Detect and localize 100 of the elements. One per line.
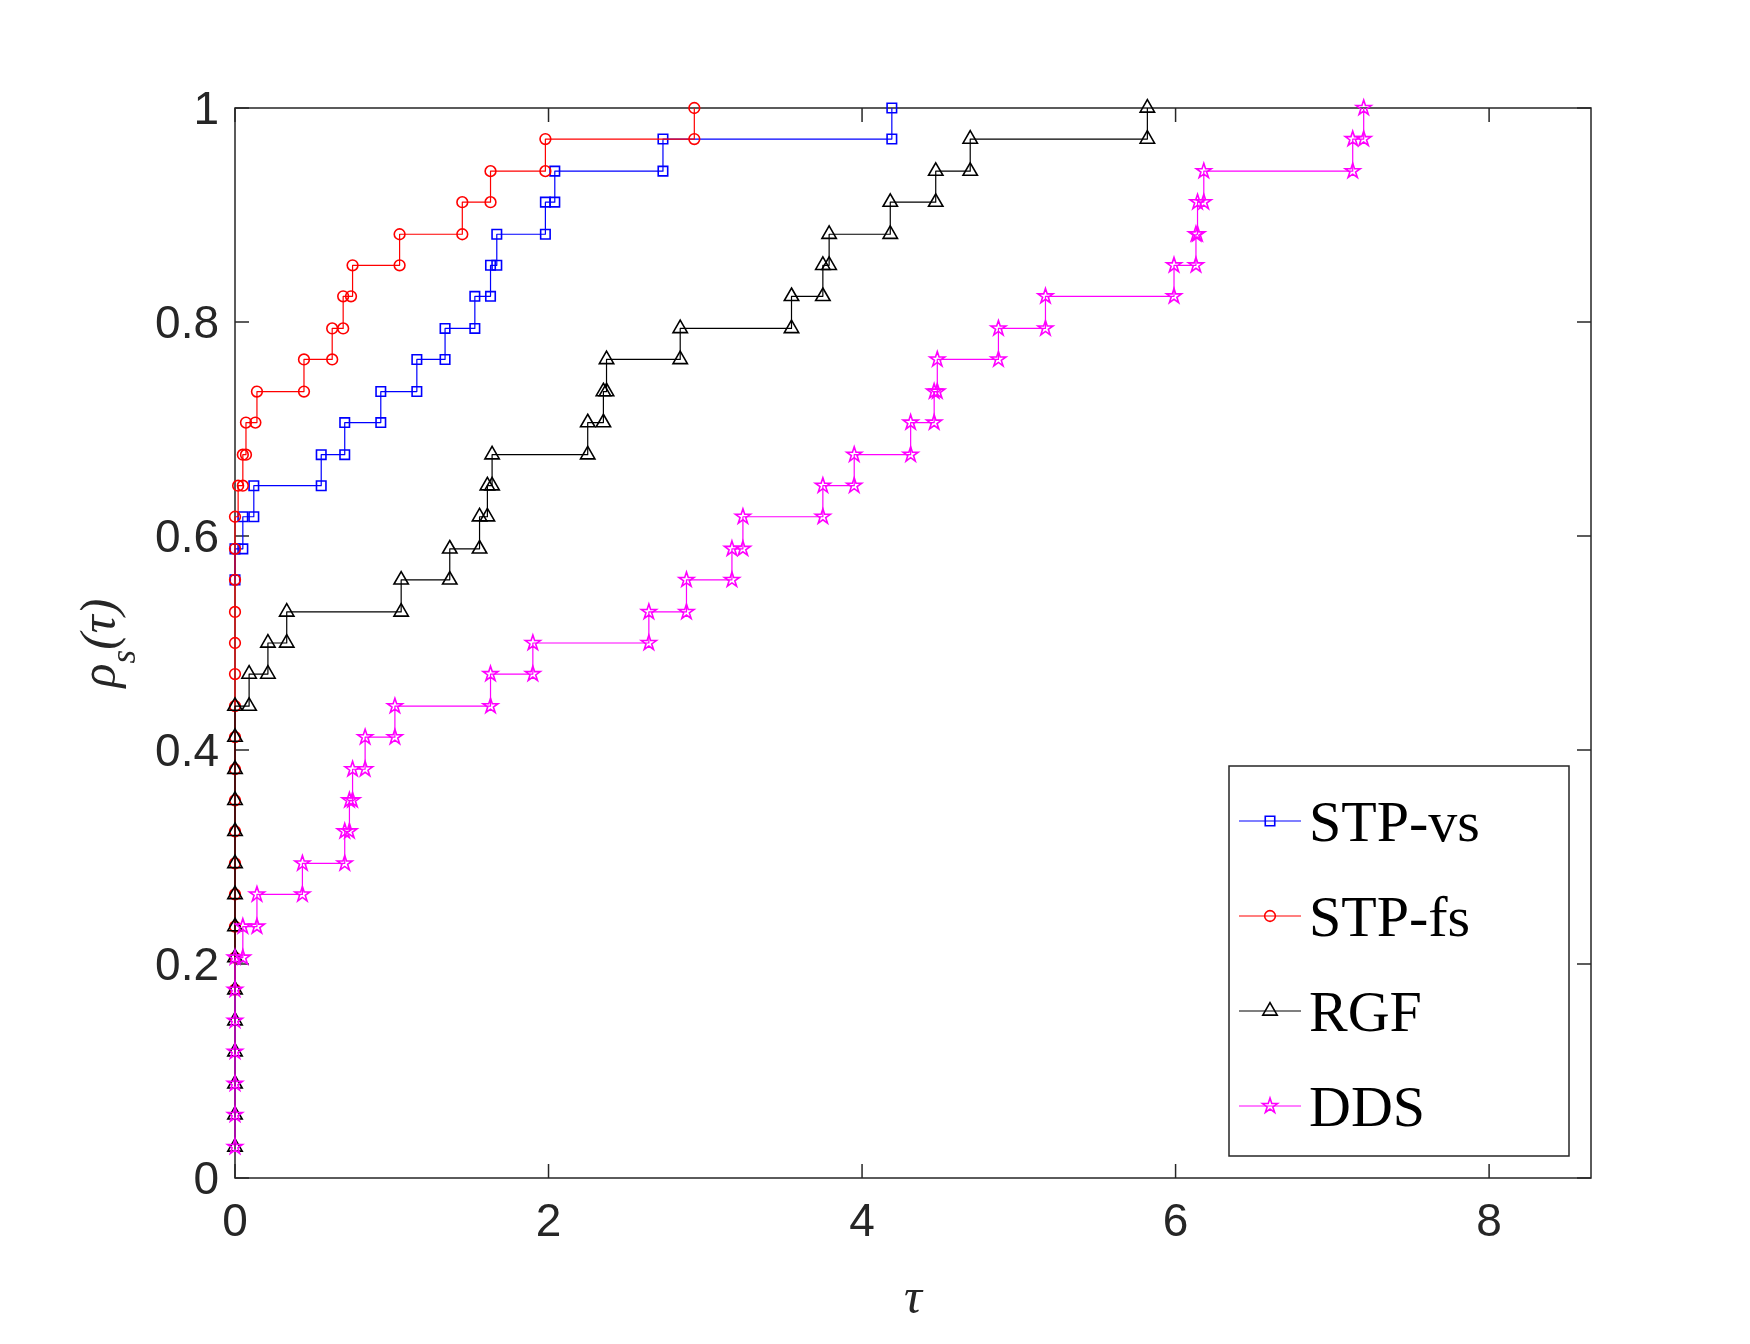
point (539, 132, 552, 146)
point (315, 480, 327, 492)
point (882, 225, 899, 240)
point (278, 602, 295, 617)
x-tick-label: 4 (849, 1194, 875, 1246)
point (441, 539, 458, 554)
point (484, 445, 501, 460)
point (456, 228, 469, 241)
point (886, 133, 898, 145)
point (479, 507, 496, 522)
point (821, 256, 838, 271)
point (337, 322, 350, 335)
point (471, 507, 488, 522)
point (539, 228, 551, 240)
point (226, 1105, 244, 1120)
point (239, 448, 253, 461)
point (393, 570, 410, 585)
point (441, 570, 458, 585)
point (259, 664, 276, 679)
point (549, 165, 561, 177)
x-tick-label: 6 (1162, 1194, 1189, 1246)
y-tick-label: 0.2 (155, 938, 219, 990)
point (962, 162, 979, 177)
point (783, 287, 800, 302)
point (579, 445, 596, 460)
point (491, 228, 503, 240)
y-tick-label: 0.6 (155, 510, 219, 562)
point (228, 605, 242, 619)
x-axis-title: τ (904, 1268, 925, 1324)
point (339, 449, 351, 461)
point (927, 193, 944, 208)
point (236, 448, 249, 461)
point (346, 259, 359, 272)
point (484, 259, 497, 271)
point (278, 633, 295, 648)
point (241, 664, 258, 679)
point (239, 416, 253, 429)
point (927, 162, 944, 177)
point (549, 196, 561, 208)
y-tick-label: 1 (193, 82, 219, 134)
point (672, 350, 689, 365)
x-tick-label: 8 (1476, 1194, 1502, 1246)
x-tick-label: 2 (535, 1194, 562, 1246)
point (469, 290, 481, 302)
point (411, 353, 423, 365)
point (539, 196, 551, 208)
point (237, 543, 249, 555)
point (484, 290, 497, 302)
point (821, 225, 838, 240)
point (228, 667, 242, 681)
y-tick-label: 0 (193, 1152, 219, 1204)
point (375, 386, 387, 398)
point (672, 319, 689, 334)
point (237, 511, 249, 523)
point (228, 510, 242, 523)
point (688, 132, 701, 146)
point (326, 353, 339, 366)
point (344, 290, 358, 303)
point (411, 386, 423, 398)
point (393, 602, 410, 617)
point (315, 449, 327, 461)
point (226, 1042, 244, 1057)
y-tick-label: 0.8 (155, 296, 219, 348)
point (814, 287, 831, 302)
legend-label: RGF (1309, 979, 1422, 1044)
legend-label: STP-vs (1309, 789, 1480, 854)
point (439, 353, 451, 365)
point (326, 322, 339, 335)
legend-label: DDS (1309, 1074, 1426, 1139)
point (228, 636, 242, 650)
point (598, 350, 615, 365)
point (226, 1137, 244, 1152)
y-tick-label: 0.4 (155, 724, 219, 776)
legend-label: STP-fs (1309, 884, 1471, 949)
point (595, 413, 612, 428)
point (657, 165, 669, 177)
point (226, 1074, 244, 1089)
point (259, 633, 276, 648)
point (814, 256, 831, 271)
point (393, 228, 406, 241)
point (783, 319, 800, 334)
point (226, 1011, 244, 1026)
point (439, 322, 451, 334)
point (484, 164, 497, 178)
point (250, 385, 264, 398)
point (688, 101, 701, 115)
point (297, 385, 311, 398)
point (469, 322, 481, 334)
point (339, 417, 351, 429)
point (231, 479, 245, 492)
point (579, 413, 596, 428)
point (236, 479, 249, 492)
point (471, 539, 488, 554)
point (484, 476, 501, 491)
point (241, 697, 258, 712)
point (249, 416, 262, 429)
point (297, 353, 311, 366)
point (337, 290, 350, 303)
point (657, 133, 669, 145)
point (479, 476, 496, 491)
